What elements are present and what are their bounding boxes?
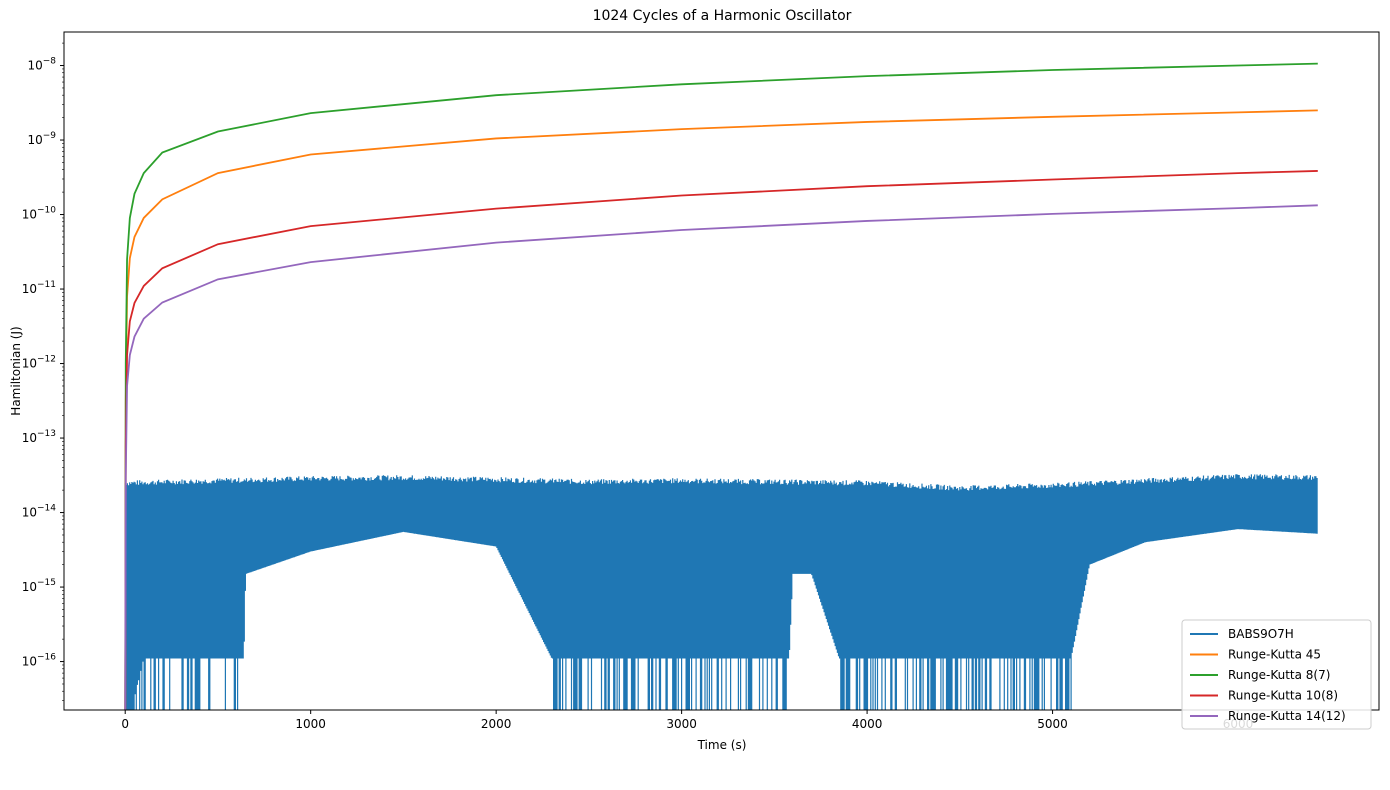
y-tick-label: 10−8 — [27, 57, 56, 73]
series-runge-kutta-8-7-line — [124, 62, 1318, 710]
y-tick-label: 10−9 — [27, 131, 56, 147]
legend-label-runge-kutta-45: Runge-Kutta 45 — [1228, 648, 1321, 662]
legend-label-babs9o7h: BABS9O7H — [1228, 627, 1294, 641]
x-tick-label: 4000 — [852, 717, 883, 731]
legend-label-runge-kutta-10-8: Runge-Kutta 10(8) — [1228, 689, 1338, 703]
legend-label-runge-kutta-8-7: Runge-Kutta 8(7) — [1228, 668, 1330, 682]
plot-area — [124, 62, 1318, 710]
y-tick-label: 10−13 — [22, 429, 56, 445]
series-runge-kutta-45-line — [124, 109, 1318, 710]
legend-box — [1181, 619, 1372, 730]
x-axis: 0100020003000400050006000 — [121, 710, 1253, 731]
x-tick-label: 3000 — [666, 717, 697, 731]
y-tick-label: 10−11 — [22, 280, 56, 296]
x-tick-label: 0 — [121, 717, 129, 731]
y-tick-label: 10−14 — [22, 504, 57, 520]
series-runge-kutta-10-8-line — [124, 170, 1318, 710]
legend: BABS9O7H Runge-Kutta 45 Runge-Kutta 8(7) Ru… — [1181, 619, 1372, 730]
series-runge-kutta-14-12-line — [124, 204, 1318, 710]
y-tick-label: 10−10 — [22, 206, 57, 222]
x-tick-label: 5000 — [1037, 717, 1068, 731]
y-axis: 10−16 10−15 10−14 10−13 10−12 10−11 10−10 10−9 1… — [22, 42, 64, 701]
y-tick-label: 10−16 — [22, 653, 57, 669]
x-tick-label: 2000 — [481, 717, 512, 731]
chart-title: 1024 Cycles of a Harmonic Oscillator — [593, 8, 852, 24]
x-tick-label: 1000 — [295, 717, 326, 731]
y-tick-label: 10−12 — [22, 355, 56, 371]
y-axis-label: Hamiltonian (J) — [9, 326, 23, 415]
x-axis-label: Time (s) — [697, 738, 747, 752]
series-babs9o7h-line — [124, 474, 1318, 710]
y-tick-label: 10−15 — [22, 578, 56, 594]
legend-label-runge-kutta-14-12: Runge-Kutta 14(12) — [1228, 709, 1346, 723]
